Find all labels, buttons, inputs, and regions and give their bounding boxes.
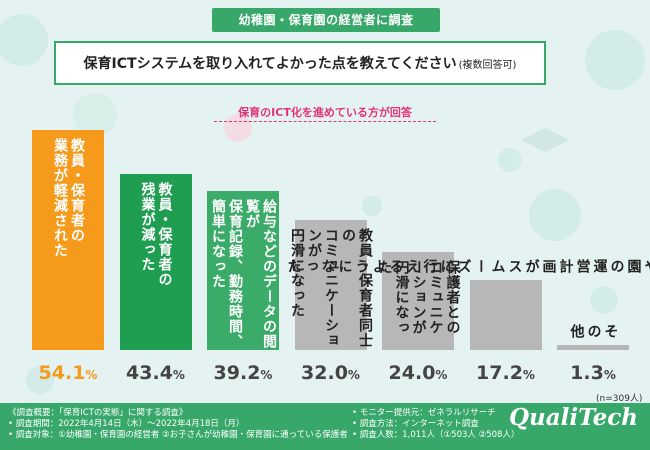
question-box: 保育ICTシステムを取り入れてよかった点を教えてください (複数回答可) [54, 41, 546, 85]
survey-banner: 幼稚園・保育園の経営者に調査 [212, 8, 440, 32]
bar-label-line: 円滑になった [376, 260, 410, 336]
percent-unit: % [85, 368, 98, 382]
percent-label: 39.2% [198, 362, 288, 384]
percent-label: 32.0% [286, 362, 376, 384]
footer: 《調査概要：「保育ICTの実態」に関する調査》 • 調査期間：2022年4月14… [0, 403, 650, 450]
bar-label-line: スムーズに行えるようになった [285, 259, 523, 275]
question-text: 保育ICTシステムを取り入れてよかった点を教えてください [83, 56, 457, 72]
bar-label-line: 保育記録、勤務時間、 [227, 198, 243, 349]
chart-subtitle: 保育のICT化を進めている方が回答 [238, 106, 412, 119]
bar-label-line: コミュニケーションが [306, 227, 339, 348]
method-line: • モニター提供元：ゼネラルリサーチ [352, 408, 496, 418]
bar-label-line: 残業が減った [139, 181, 156, 272]
bar-label-line: 教員・保育者の [156, 181, 173, 287]
bar-label-line: 簡単になった [210, 198, 226, 289]
bar-label-line: 保護者との [444, 260, 461, 336]
method-line: • 調査方法：インターネット調査 [352, 419, 479, 429]
percent-label: 54.1% [23, 362, 113, 384]
bar: 教員・保育者の 業務が軽減された [32, 130, 104, 350]
percent-value: 24.0 [388, 362, 436, 384]
method-line: • 調査人数：1,011人（①503人 ②508人） [352, 430, 520, 440]
bar-label-line: コミュニケーションが [410, 260, 444, 336]
percent-label: 43.4% [111, 362, 201, 384]
bar-label: 行事計画や園の運営計画がスムーズに行えるようになった [285, 259, 650, 274]
bar-label-line: その他 [568, 323, 619, 339]
bar: 教員・保育者の 残業が減った [119, 173, 192, 350]
bar: 教員・保育者同士の コミュニケーションが 円滑になった [289, 219, 373, 350]
percent-unit: % [347, 368, 360, 382]
bar-label-line: 教員・保育者同士の [340, 227, 373, 348]
subtitle-underline [214, 121, 436, 122]
overview-line: 《調査概要：「保育ICTの実態」に関する調査》 [8, 408, 188, 418]
percent-unit: % [172, 368, 185, 382]
survey-overview: 《調査概要：「保育ICTの実態」に関する調査》 • 調査期間：2022年4月14… [8, 408, 348, 441]
percent-value: 39.2 [213, 362, 261, 384]
overview-line: • 調査対象：①幼稚園・保育園の経営者 ②お子さんが幼稚園・保育園に通っている保… [8, 430, 348, 440]
percent-unit: % [603, 368, 616, 382]
bar-label: 教員・保育者の 残業が減った [139, 182, 173, 350]
percent-value: 17.2 [476, 362, 523, 384]
percent-unit: % [522, 368, 535, 382]
percent-label: 17.2% [461, 362, 551, 384]
sample-size-note: (n=309人) [596, 394, 643, 404]
bar-label-line: 行事計画や園の運営計画が [523, 259, 650, 275]
percent-value: 32.0 [301, 362, 348, 384]
bar-label-line: 給与などのデータの閲覧が [244, 198, 277, 349]
bar-label-line: 円滑になった [289, 227, 305, 318]
percent-value: 1.3 [570, 362, 604, 384]
bar: その他 [557, 324, 629, 350]
bar-label: 保護者との コミュニケーションが 円滑になった [376, 260, 461, 350]
bar: 保護者との コミュニケーションが 円滑になった [377, 252, 461, 350]
bar-label: 給与などのデータの閲覧が 保育記録、勤務時間、 簡単になった [209, 199, 277, 350]
bar-label: 教員・保育者同士の コミュニケーションが 円滑になった [288, 228, 373, 350]
bar-label-line: 業務が軽減された [52, 138, 68, 258]
bar: 給与などのデータの閲覧が 保育記録、勤務時間、 簡単になった [207, 190, 279, 350]
percent-unit: % [435, 368, 448, 382]
bar: 行事計画や園の運営計画がスムーズに行えるようになった [286, 259, 650, 350]
percent-unit: % [260, 368, 273, 382]
overview-line: • 調査期間：2022年4月14日（木）～2022年4月18日（月） [8, 419, 245, 429]
percent-label: 24.0% [373, 362, 463, 384]
percent-value: 43.4 [126, 362, 173, 384]
qualitech-logo: QualiTech [509, 404, 638, 431]
bar-label: その他 [568, 324, 619, 339]
percent-value: 54.1 [38, 362, 86, 384]
percent-label: 1.3% [548, 362, 638, 384]
bar-label-line: 教員・保育者の [69, 138, 85, 243]
bar-label: 教員・保育者の 業務が軽減された [51, 138, 85, 350]
question-note: (複数回答可) [458, 59, 517, 71]
survey-method: • モニター提供元：ゼネラルリサーチ • 調査方法：インターネット調査 • 調査… [352, 408, 519, 441]
